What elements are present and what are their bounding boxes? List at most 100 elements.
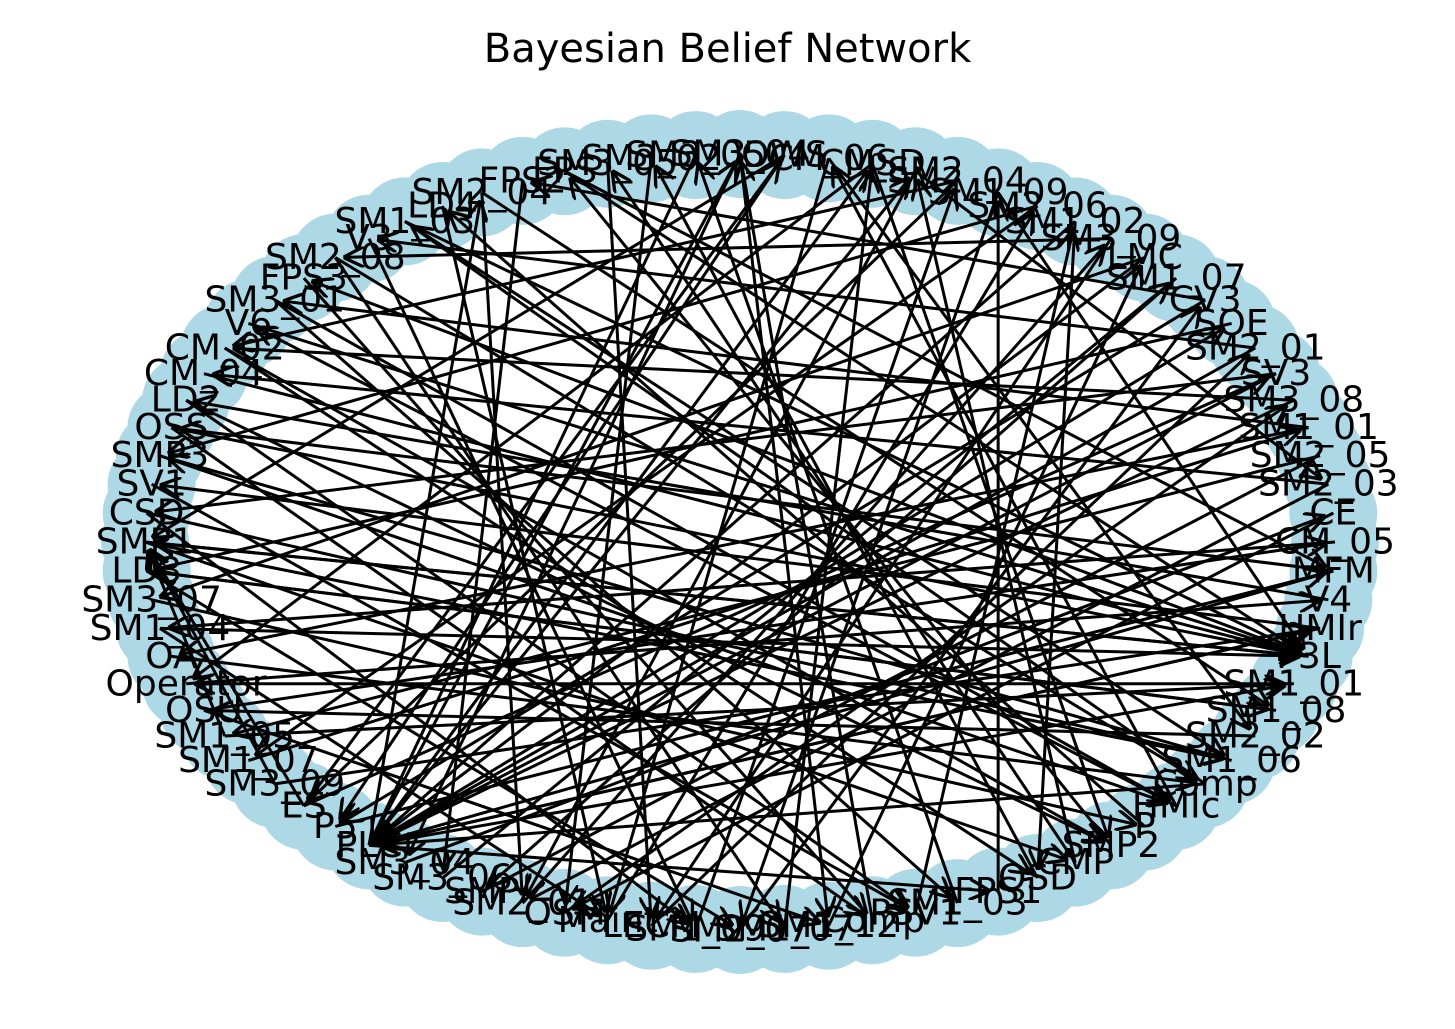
edge-3 [152, 153, 786, 538]
edge-129 [404, 220, 1225, 756]
edge-104 [247, 322, 1301, 654]
edge-94 [144, 540, 1068, 860]
edge-108 [367, 238, 692, 922]
node-label-9: SM3_09 [1041, 218, 1182, 259]
edge-84 [302, 162, 780, 807]
node-label-33: SMP2 [1062, 825, 1161, 866]
edge-50 [411, 226, 1207, 786]
edge-31 [376, 398, 1295, 842]
edge-29 [155, 372, 1277, 512]
edge-126 [223, 346, 1104, 841]
node-label-18: SM2_05 [1250, 435, 1391, 476]
node-label-41: SM1_07 [714, 908, 855, 949]
node-label-67: OSS [134, 407, 208, 448]
node-label-70: CM_02 [165, 328, 285, 369]
node-label-48: SMP [444, 871, 520, 912]
edge-5 [827, 157, 1251, 729]
edge-123 [145, 511, 689, 924]
edge-20 [375, 256, 1146, 841]
node-label-19: SM2_03 [1258, 464, 1399, 505]
node-label-47: SM2_01 [452, 883, 593, 924]
edge-75 [367, 170, 868, 847]
node-label-57: OSU [165, 690, 243, 731]
edge-57 [917, 179, 1077, 863]
edge-100 [171, 426, 1300, 655]
diagram-title: Bayesian Belief Network [483, 26, 972, 72]
node-label-32: P [1134, 806, 1156, 847]
edge-86 [247, 430, 1301, 762]
node-label-65: SV1 [116, 464, 186, 505]
edge-120 [203, 708, 821, 923]
edge-114 [606, 163, 651, 918]
edge-87 [224, 684, 1286, 738]
edge-90 [171, 654, 1197, 783]
edge-128 [334, 256, 1198, 780]
node-label-27: SM1_08 [1206, 690, 1347, 731]
edge-81 [367, 200, 480, 846]
node-label-28: SM2_02 [1185, 716, 1326, 757]
edge-130 [481, 191, 1270, 706]
node-label-10: LMC [1107, 237, 1183, 278]
edge-52 [255, 327, 1177, 808]
edge-122 [145, 569, 733, 926]
node-label-81: SM3_05 [537, 143, 678, 184]
node-label-26: SM1_01 [1224, 663, 1365, 704]
node-label-54: SM3_09 [204, 763, 345, 804]
node-label-49: SM3_06 [372, 858, 513, 899]
node-label-55: SM1_07 [178, 740, 319, 781]
node-label-17: SM1_01 [1238, 407, 1379, 448]
node-label-59: OA [145, 636, 198, 677]
node-label-29: SM1_06 [1161, 740, 1302, 781]
edge-32 [179, 426, 1309, 655]
node-label-72: SM3_01 [204, 280, 345, 321]
node-label-78: SM2_04 [412, 172, 553, 213]
edge-69 [563, 405, 1288, 914]
node-label-40: SM1_12 [758, 905, 899, 946]
node-label-82: SM3_02 [581, 138, 722, 179]
node-label-46: OSM [523, 892, 605, 933]
edge-73 [404, 516, 1326, 864]
node-label-77: LD4 [407, 185, 478, 226]
edge-124 [170, 426, 865, 916]
node-label-69: CM_04 [144, 353, 264, 394]
node-label-66: SMP3 [111, 435, 210, 476]
edge-41 [194, 402, 1329, 602]
edge-121 [159, 627, 601, 916]
node-label-37: SM1_03 [887, 883, 1028, 924]
edge-42 [160, 485, 1321, 630]
edge-127 [274, 298, 1169, 802]
edge-125 [185, 399, 909, 908]
node-label-53: ES [281, 785, 327, 826]
node-label-44: LECM [602, 905, 701, 946]
edge-16 [375, 220, 1077, 840]
edge-0 [408, 153, 742, 855]
node-label-64: CSD [109, 493, 185, 534]
node-label-14: SM2_01 [1185, 328, 1326, 369]
node-label-79: FPS2 [479, 160, 567, 201]
node-label-5: SM2_04 [887, 160, 1028, 201]
edge-62 [741, 162, 874, 921]
node-label-8: SM1_02 [1005, 201, 1146, 242]
node-label-68: LD2 [151, 380, 222, 421]
edge-98 [150, 482, 909, 909]
edge-49 [168, 458, 1233, 763]
edge-71 [481, 459, 1313, 893]
node-label-45: Maint [558, 900, 658, 941]
node-label-3: CMSD [819, 143, 926, 184]
edge-106 [302, 277, 867, 914]
edge-115 [566, 158, 653, 904]
node-label-60: SM1_04 [90, 608, 231, 649]
node-label-74: SM2_08 [265, 237, 406, 278]
node-label-21: CM_05 [1275, 522, 1395, 563]
node-label-36: FPS1 [954, 871, 1042, 912]
node-label-80: FPS [532, 151, 597, 192]
edge-65 [738, 307, 1200, 931]
node-label-75: V3 [345, 218, 393, 259]
node-label-39: Comp [820, 900, 925, 941]
node-label-25: P3L [1276, 636, 1341, 677]
node-label-2: CM_06 [769, 138, 889, 179]
node-label-13: SOE [1195, 303, 1269, 344]
edge-11 [233, 179, 958, 346]
node-label-4: LSM2 [867, 151, 964, 192]
